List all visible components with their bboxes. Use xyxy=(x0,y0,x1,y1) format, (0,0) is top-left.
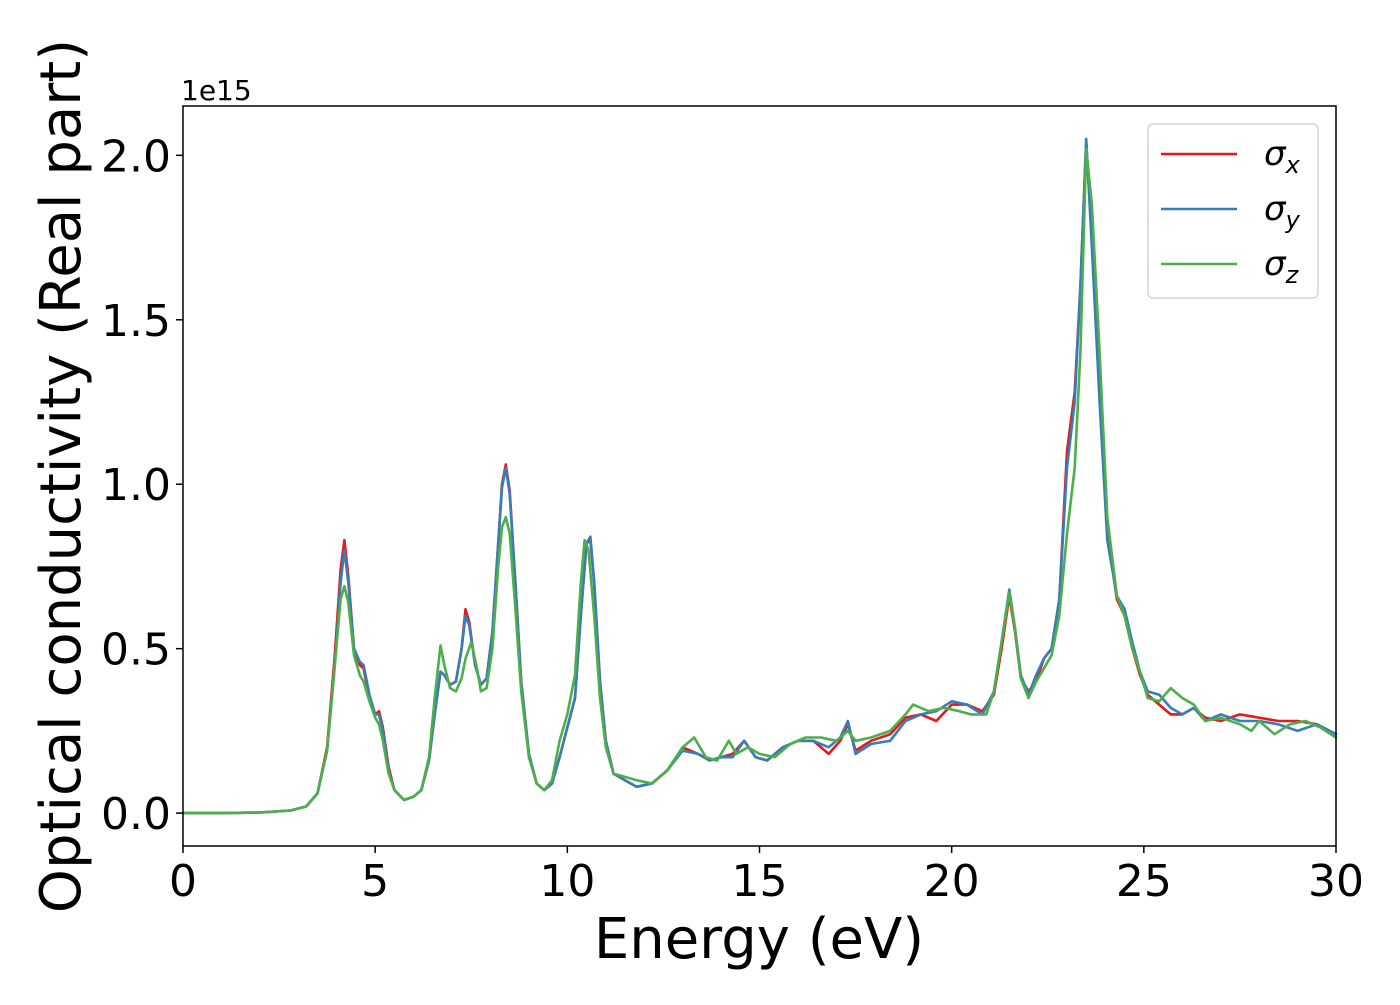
legend-box xyxy=(1147,123,1319,299)
y-tick-label: 1.5 xyxy=(101,296,171,347)
series-line-z xyxy=(181,147,1338,815)
x-tick-label: 25 xyxy=(1116,856,1172,907)
y-axis-label: Optical conductivity (Real part) xyxy=(29,39,94,913)
legend-items: σx σy σz xyxy=(1161,134,1301,289)
x-tick-label: 10 xyxy=(539,856,595,907)
y-tick-label: 1.0 xyxy=(101,460,171,511)
x-tick-label: 5 xyxy=(361,856,389,907)
x-axis-label: Energy (eV) xyxy=(594,907,924,972)
x-axis: 0 5 10 15 20 25 30 xyxy=(169,846,1364,907)
legend-label-x: σx xyxy=(1264,134,1301,179)
y-tick-label: 2.0 xyxy=(101,131,171,182)
offset-label: 1e15 xyxy=(181,74,252,107)
legend-label-y: σy xyxy=(1264,189,1301,234)
y-axis: 0.0 0.5 1.0 1.5 2.0 xyxy=(101,131,183,840)
x-tick-label: 0 xyxy=(169,856,197,907)
x-tick-label: 20 xyxy=(924,856,980,907)
legend: σx σy σz xyxy=(1147,123,1319,299)
x-tick-label: 30 xyxy=(1308,856,1364,907)
legend-label-z: σz xyxy=(1264,244,1300,289)
y-tick-label: 0.0 xyxy=(101,789,171,840)
series-layer xyxy=(181,137,1338,815)
x-tick-label: 15 xyxy=(732,856,788,907)
y-tick-label: 0.5 xyxy=(101,625,171,676)
